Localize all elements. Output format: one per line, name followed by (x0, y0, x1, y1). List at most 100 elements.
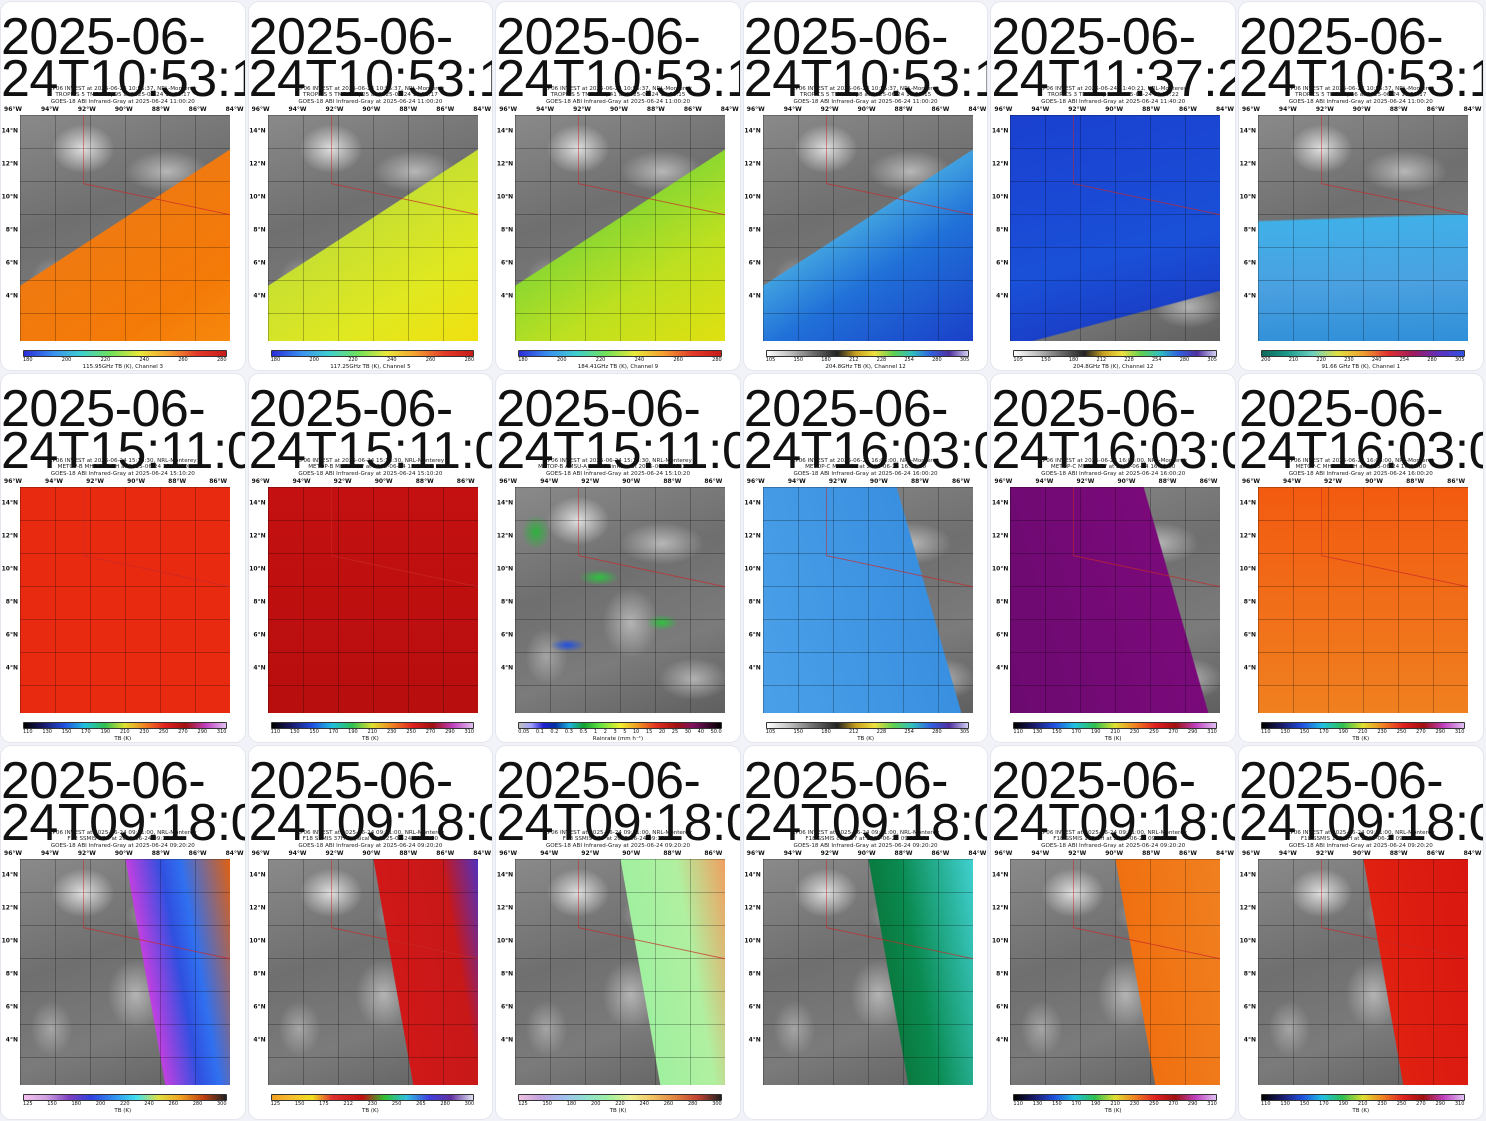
colorbar-tick-label: 180 (518, 357, 528, 363)
plot-header-line: F18 SSMIS 37H at 2025-06-24 09:18:00 (67, 836, 179, 843)
latitude-labels: 14°N 12°N 10°N 8°N 6°N 4°N (1239, 486, 1257, 716)
plot-header-line: F18 SSMIS color37 at 2025-06-24 09:18:00 (805, 836, 926, 843)
product-thumbnail[interactable]: 2025-06- 24T10:53:17EP06 INVEST at 2025-… (1238, 2, 1483, 370)
product-thumbnail[interactable]: 2025-06- 24T10:53:17EP06 INVEST at 2025-… (1, 2, 245, 370)
latitude-label: 4°N (253, 1036, 266, 1044)
satellite-map-image (762, 487, 973, 713)
product-thumbnail[interactable]: 2025-06- 24T09:18:00EP06 INVEST at 2025-… (1, 746, 245, 1119)
product-thumbnail[interactable]: 2025-06- 24T09:18:00EP06 INVEST at 2025-… (248, 746, 493, 1119)
plot-header: EP06 INVEST at 2025-06-24 09:21:00, NRL-… (1245, 830, 1477, 849)
plot-header-line: METOP-C MHS 183-1H at 2025-06-24 16:03:0… (1295, 464, 1427, 471)
longitude-label: 92°W (1068, 850, 1087, 857)
colorbar-tick-label: 110 (23, 729, 33, 735)
colorbar-tick-label: 3 (613, 729, 617, 735)
sensor-swath-overlay (267, 487, 478, 713)
satellite-map-image (762, 859, 973, 1085)
sensor-swath-overlay (20, 859, 230, 1085)
colorbar-tick-label: 150 (1299, 729, 1310, 735)
sensor-swath-overlay (515, 487, 726, 713)
satellite-map-image (1257, 487, 1468, 713)
plot-header: EP06 INVEST at 2025-06-24 09:21:00, NRL-… (255, 830, 487, 849)
colorbar-tick-label: 212 (848, 357, 859, 363)
satellite-map-image (20, 115, 230, 341)
colorbar-tick-label: 130 (1032, 729, 1043, 735)
plot-header-line: F18 SSMIS 37V at 2025-06-24 09:18:00 (562, 836, 674, 843)
product-thumbnail[interactable]: 2025-06- 24T16:03:00EP06 INVEST at 2025-… (991, 374, 1235, 742)
colorbar-ticks: 110 130 150 170 190 210 230 250 270 290 310 (1261, 1101, 1465, 1108)
product-thumbnail[interactable]: 2025-06- 24T11:37:22EP06 INVEST at 2025-… (991, 2, 1235, 370)
latitude-label: 12°N (249, 904, 266, 912)
product-thumbnail[interactable]: 2025-06- 24T10:53:17EP06 INVEST at 2025-… (248, 2, 493, 370)
product-thumbnail[interactable]: 2025-06- 24T10:53:15EP06 INVEST at 2025-… (743, 2, 988, 370)
latitude-labels: 14°N 12°N 10°N 8°N 6°N 4°N (496, 858, 514, 1088)
longitude-label: 96°W (994, 478, 1013, 485)
latitude-label: 14°N (1239, 871, 1256, 879)
longitude-label: 86°W (704, 850, 723, 857)
plot-header-line: EP06 INVEST at 2025-06-24 10:55:37, NRL-… (296, 86, 445, 92)
colorbar-ticks: 110 130 150 170 190 210 230 250 270 290 310 (23, 729, 227, 736)
colorbar-tick-label: 212 (1096, 357, 1107, 363)
colorbar-tick-label: 220 (595, 357, 606, 363)
satellite-map-image (515, 859, 726, 1085)
colorbar (518, 722, 722, 729)
latitude-label: 12°N (249, 532, 266, 540)
plot-header-line: EP06 INVEST at 2025-06-24 09:21:00, NRL-… (791, 830, 940, 836)
colorbar-tick-label: 290 (1187, 1101, 1198, 1107)
longitude-label: 88°W (910, 478, 929, 485)
satellite-map-image (515, 487, 726, 713)
colorbar-ticks: 200 210 220 230 240 254 280 305 (1261, 357, 1465, 364)
product-thumbnail[interactable]: 2025-06- 24T15:11:00EP06 INVEST at 2025-… (1, 374, 245, 742)
longitude-label: 94°W (540, 850, 559, 857)
colorbar-ticks: 125 150 175 212 230 250 265 280 300 (271, 1101, 475, 1108)
product-thumbnail[interactable]: 2025-06- 24T15:11:00EP06 INVEST at 2025-… (496, 374, 740, 742)
product-thumbnail[interactable]: 2025-06- 24T09:18:00EP06 INVEST at 2025-… (743, 746, 988, 1119)
longitude-label: 84°W (968, 850, 987, 857)
latitude-label: 4°N (1243, 664, 1256, 672)
longitude-label: 86°W (188, 850, 207, 857)
colorbar-tick-label: 230 (386, 729, 397, 735)
longitude-label: 96°W (251, 850, 270, 857)
product-thumbnail[interactable]: 2025-06- 24T09:18:00EP06 INVEST at 2025-… (1238, 746, 1483, 1119)
latitude-label: 10°N (744, 193, 761, 201)
colorbar-tick-label: 105 (765, 357, 776, 363)
longitude-label: 94°W (288, 106, 307, 113)
latitude-label: 12°N (249, 160, 266, 168)
longitude-labels: 96°W 94°W 92°W 90°W 88°W 86°W (994, 478, 1225, 486)
satellite-map-image (267, 487, 478, 713)
satellite-map-image (1257, 115, 1468, 341)
latitude-label: 8°N (748, 226, 761, 234)
satellite-map-image (762, 115, 973, 341)
colorbar-tick-label: 212 (343, 1101, 353, 1107)
colorbar-tick-label: 200 (590, 1101, 601, 1107)
latitude-label: 14°N (1239, 127, 1256, 135)
plot-header-line: EP06 INVEST at 2025-06-24 15:13:30, NRL-… (49, 458, 197, 464)
colorbar-tick-label: 190 (348, 729, 358, 735)
latitude-label: 10°N (992, 937, 1009, 945)
sensor-swath-overlay (20, 115, 230, 341)
colorbar-tick-label: 130 (1280, 1101, 1290, 1107)
longitude-label: 94°W (288, 850, 307, 857)
colorbar-tick-label: 0.2 (550, 729, 559, 735)
latitude-label: 14°N (992, 499, 1009, 507)
longitude-labels: 96°W 94°W 92°W 90°W 88°W 86°W 84°W (4, 850, 244, 858)
plot-header: EP06 INVEST at 2025-06-24 10:55:37, NRL-… (7, 86, 239, 105)
longitude-label: 84°W (720, 106, 739, 113)
colorbar-label: TB (K) (1104, 736, 1122, 742)
longitude-label: 92°W (86, 478, 105, 485)
longitude-label: 90°W (374, 478, 393, 485)
sensor-swath-overlay (20, 487, 230, 713)
colorbar-tick-label: 105 (765, 729, 776, 735)
sensor-swath-overlay (1010, 115, 1221, 341)
colorbar-tick-label: 125 (518, 1101, 528, 1107)
colorbar-tick-label: 310 (1207, 729, 1217, 735)
product-thumbnail[interactable]: 2025-06- 24T16:03:00EP06 INVEST at 2025-… (1238, 374, 1483, 742)
colorbar-tick-label: 240 (1371, 357, 1382, 363)
colorbar-label: Rainrate (mm h⁻¹) (592, 736, 644, 742)
longitude-labels: 96°W 94°W 92°W 90°W 88°W 86°W 84°W (747, 106, 987, 114)
product-thumbnail[interactable]: 2025-06- 24T10:53:15EP06 INVEST at 2025-… (496, 2, 740, 370)
plot-header: EP06 INVEST at 2025-06-24 10:55:37, NRL-… (750, 86, 982, 105)
product-thumbnail[interactable]: 2025-06- 24T15:11:00EP06 INVEST at 2025-… (248, 374, 493, 742)
product-thumbnail[interactable]: 2025-06- 24T16:03:00EP06 INVEST at 2025-… (743, 374, 988, 742)
product-thumbnail[interactable]: 2025-06- 24T09:18:00EP06 INVEST at 2025-… (991, 746, 1235, 1119)
product-thumbnail[interactable]: 2025-06- 24T09:18:00EP06 INVEST at 2025-… (496, 746, 740, 1119)
